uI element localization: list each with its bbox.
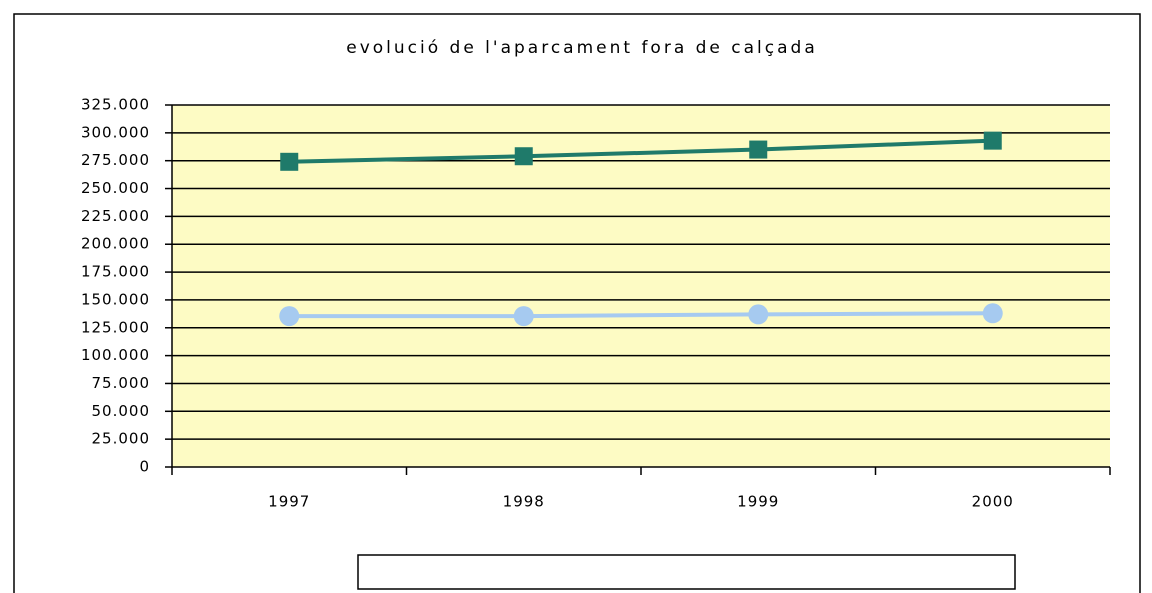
y-tick-label: 75.000 (92, 374, 151, 392)
y-tick-label: 325.000 (81, 96, 150, 114)
x-tick-label: 1997 (268, 493, 310, 511)
data-point (279, 306, 300, 327)
y-tick-label: 300.000 (81, 123, 150, 141)
y-tick-label: 100.000 (81, 346, 150, 364)
series-line (289, 138, 993, 164)
x-tick-label: 2000 (972, 493, 1014, 511)
data-point (280, 152, 299, 171)
y-tick-label: 125.000 (81, 318, 150, 336)
y-tick-label: 150.000 (81, 290, 150, 308)
data-point (749, 140, 768, 159)
y-tick-label: 200.000 (81, 235, 150, 253)
plot-area (172, 105, 1110, 467)
data-point (748, 304, 769, 325)
data-point (982, 303, 1003, 324)
y-tick-label: 25.000 (92, 430, 151, 448)
data-point (983, 131, 1002, 150)
y-tick-label: 175.000 (81, 263, 150, 281)
y-tick-label: 50.000 (92, 402, 151, 420)
legend-box (357, 554, 1016, 590)
data-point (514, 147, 533, 166)
y-tick-label: 275.000 (81, 151, 150, 169)
chart-title: evolució de l'aparcament fora de calçada (346, 38, 818, 58)
series-line (289, 311, 993, 319)
y-tick-label: 250.000 (81, 179, 150, 197)
y-tick-label: 225.000 (81, 207, 150, 225)
data-point (513, 306, 534, 327)
x-tick-label: 1999 (737, 493, 779, 511)
x-tick-label: 1998 (503, 493, 545, 511)
y-tick-label: 0 (139, 458, 150, 476)
